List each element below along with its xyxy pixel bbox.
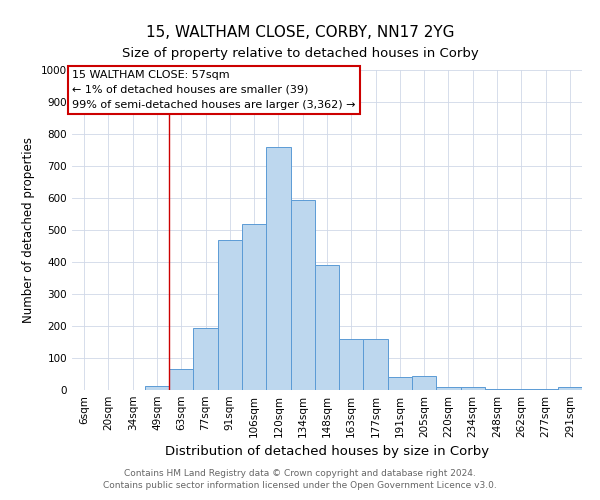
Bar <box>169 369 193 390</box>
Y-axis label: Number of detached properties: Number of detached properties <box>22 137 35 323</box>
Bar <box>193 328 218 390</box>
Bar <box>242 224 266 390</box>
Bar <box>218 240 242 390</box>
Text: Contains HM Land Registry data © Crown copyright and database right 2024.
Contai: Contains HM Land Registry data © Crown c… <box>103 469 497 490</box>
Bar <box>290 200 315 390</box>
Bar <box>145 386 169 390</box>
Bar <box>436 387 461 390</box>
Bar <box>315 265 339 390</box>
Bar <box>461 388 485 390</box>
X-axis label: Distribution of detached houses by size in Corby: Distribution of detached houses by size … <box>165 446 489 458</box>
Bar <box>339 339 364 390</box>
Bar <box>412 376 436 390</box>
Bar <box>388 377 412 390</box>
Bar <box>266 147 290 390</box>
Bar <box>558 388 582 390</box>
Text: 15 WALTHAM CLOSE: 57sqm
← 1% of detached houses are smaller (39)
99% of semi-det: 15 WALTHAM CLOSE: 57sqm ← 1% of detached… <box>72 70 355 110</box>
Bar <box>364 339 388 390</box>
Text: 15, WALTHAM CLOSE, CORBY, NN17 2YG: 15, WALTHAM CLOSE, CORBY, NN17 2YG <box>146 25 454 40</box>
Text: Size of property relative to detached houses in Corby: Size of property relative to detached ho… <box>122 48 478 60</box>
